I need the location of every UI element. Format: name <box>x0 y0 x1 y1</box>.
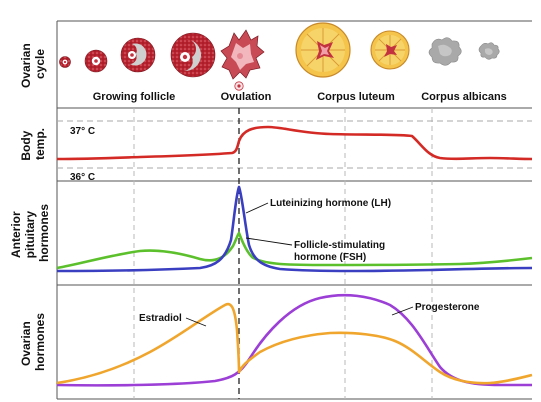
stage-label-corpus-luteum: Corpus luteum <box>317 91 395 103</box>
stage-label-growing-follicle: Growing follicle <box>93 91 176 103</box>
ovulation-icon <box>220 29 265 91</box>
temperature-reference-lines <box>57 120 532 169</box>
stage-label-corpus-albicans: Corpus albicans <box>421 91 507 103</box>
lh-curve <box>56 185 533 273</box>
fsh-label: Follicle-stimulating hormone (FSH) <box>294 240 388 263</box>
fsh-leader <box>245 237 293 246</box>
follicle-icon <box>59 32 216 78</box>
fsh-curve <box>56 231 533 270</box>
row-label-body-temp: Body temp. <box>19 127 47 160</box>
estradiol-curve <box>56 302 533 385</box>
corpus-luteum-icon <box>295 22 410 78</box>
lh-leader <box>245 202 269 214</box>
stage-label-ovulation: Ovulation <box>221 91 272 103</box>
row-label-ovarian-cycle: Ovarian cycle <box>19 40 47 88</box>
panel-frame <box>56 20 532 400</box>
temperature-label-high: 37° C <box>70 126 95 137</box>
temperature-curve <box>56 125 533 161</box>
progesterone-label: Progesterone <box>415 302 480 313</box>
lh-label: Luteinizing hormone (LH) <box>270 198 391 209</box>
row-label-ovarian-hormones: Ovarian hormones <box>19 313 47 371</box>
corpus-albicans-icon <box>428 37 500 66</box>
estradiol-label: Estradiol <box>139 313 182 324</box>
progesterone-leader <box>391 306 414 316</box>
temperature-label-low: 36° C <box>70 172 95 183</box>
estradiol-leader <box>185 317 207 327</box>
row-label-pituitary: Anterior pituitary hormones <box>9 204 51 262</box>
